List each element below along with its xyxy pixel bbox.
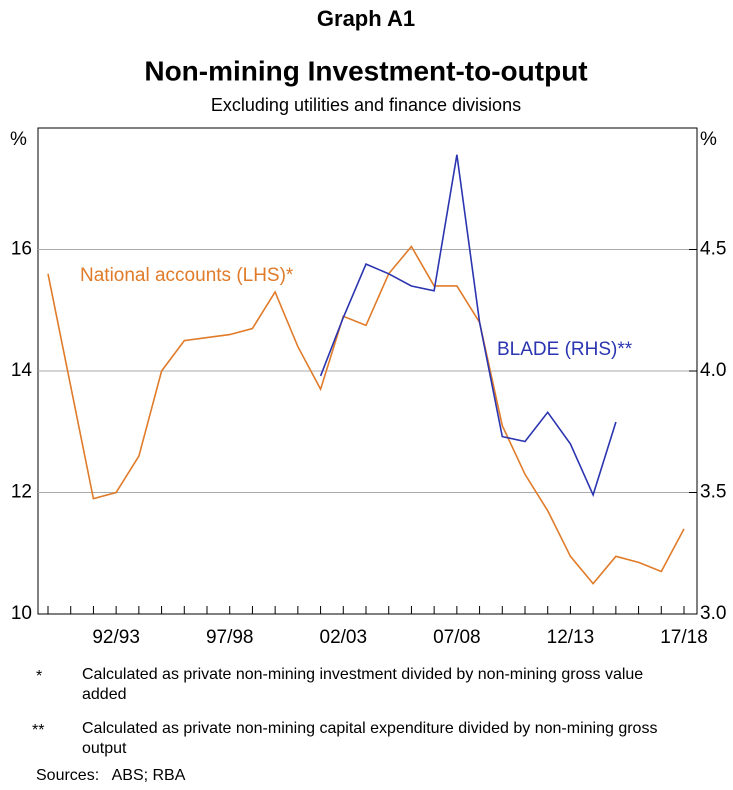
chart-title: Non-mining Investment-to-output — [144, 55, 587, 86]
x-tick-label: 07/08 — [433, 627, 481, 648]
y2-tick-label: 4.0 — [700, 360, 726, 381]
x-tick-label: 12/13 — [547, 627, 595, 648]
series-label: National accounts (LHS)* — [80, 265, 294, 286]
chart-subtitle: Excluding utilities and finance division… — [211, 95, 521, 115]
y2-tick-label: 3.0 — [700, 603, 726, 624]
y-tick-label: 14 — [11, 360, 33, 381]
y-tick-label: 16 — [11, 239, 32, 260]
sources: Sources: ABS; RBA — [36, 767, 186, 784]
y-tick-label: 10 — [11, 603, 32, 624]
x-tick-label: 92/93 — [92, 627, 140, 648]
y-axis-label: % — [10, 129, 27, 150]
y-tick-label: 12 — [11, 482, 32, 503]
x-tick-label: 97/98 — [206, 627, 254, 648]
footnote: Calculated as private non-mining capital… — [82, 720, 658, 757]
y2-tick-label: 3.5 — [700, 482, 726, 503]
chart-supertitle: Graph A1 — [317, 6, 415, 31]
y2-tick-label: 4.5 — [700, 239, 726, 260]
footnote-marker: * — [36, 668, 42, 685]
x-tick-label: 17/18 — [660, 627, 708, 648]
y2-axis-label: % — [700, 129, 717, 150]
footnote-text: Calculated as private non-mining capital… — [82, 720, 658, 757]
footnote-marker: ** — [32, 722, 44, 739]
series-line — [47, 245, 685, 585]
x-tick-label: 02/03 — [320, 627, 368, 648]
footnote: Calculated as private non-mining investm… — [82, 666, 644, 703]
series-line — [319, 154, 617, 498]
footnote-text: Calculated as private non-mining investm… — [82, 666, 644, 703]
series-label: BLADE (RHS)** — [497, 339, 633, 360]
